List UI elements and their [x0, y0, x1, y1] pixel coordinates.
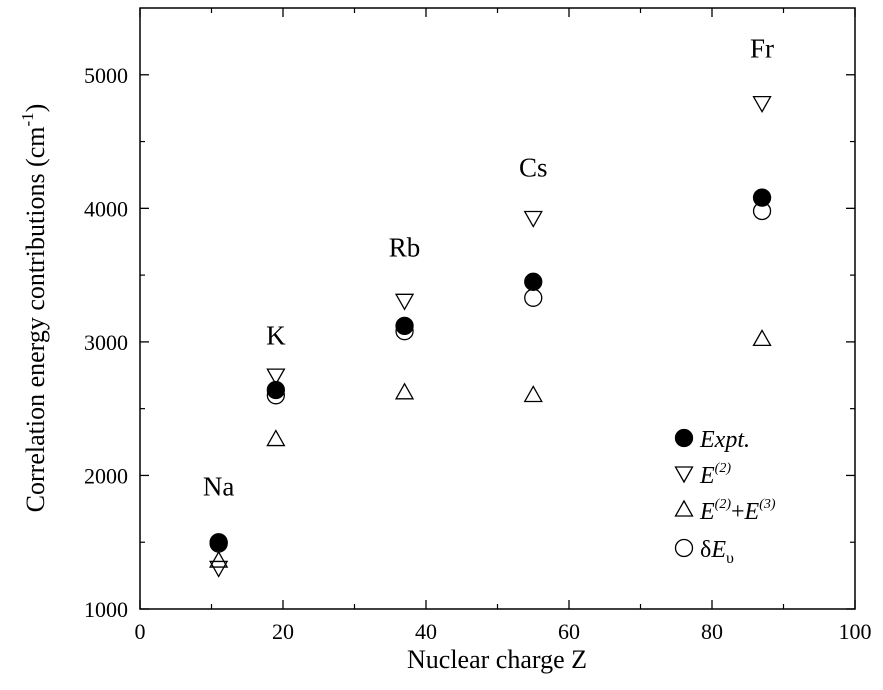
legend-item-expt: Expt. [674, 427, 750, 453]
legend-item-e2-plus-e3: E(2)+E(3) [674, 497, 776, 525]
legend-label-expt: Expt. [699, 427, 750, 453]
y-tick-label: 5000 [84, 63, 128, 88]
point-e2-plus-e3 [394, 382, 415, 400]
point-e2 [266, 368, 286, 386]
legend: Expt. E(2) E(2)+E(3) δEυ [674, 427, 776, 567]
point-delta-ev [752, 201, 772, 221]
point-delta-ev [266, 386, 286, 405]
y-axis-ticks [140, 74, 855, 610]
data-points [209, 96, 772, 578]
x-axis-title: Nuclear charge Z [407, 645, 587, 674]
point-e2 [523, 210, 543, 228]
point-e2-plus-e3 [209, 550, 229, 568]
series-up-triangle [209, 329, 772, 568]
legend-item-e2: E(2) [674, 461, 731, 489]
point-e2 [752, 96, 772, 113]
point-e2-plus-e3 [266, 429, 286, 447]
point-delta-ev [395, 322, 414, 341]
element-label: Fr [750, 33, 774, 63]
point-delta-ev [524, 288, 543, 307]
point-e2-plus-e3 [752, 329, 772, 347]
element-label: Rb [389, 232, 421, 262]
point-e2-plus-e3 [523, 385, 543, 403]
y-tick-label: 3000 [84, 330, 128, 355]
point-e2 [209, 560, 229, 578]
x-tick-label: 80 [701, 619, 723, 644]
point-expt [209, 533, 228, 552]
y-tick-label: 2000 [84, 463, 128, 488]
x-tick-label: 60 [558, 619, 580, 644]
y-axis-title-unit-exponent: -1 [18, 112, 37, 126]
x-axis-ticks [139, 8, 856, 609]
element-label: Cs [519, 152, 548, 182]
legend-marker-filled-circle [674, 428, 694, 448]
point-expt [524, 272, 543, 291]
legend-label-e2: E(2) [699, 461, 731, 489]
x-tick-label: 20 [272, 619, 294, 644]
y-tick-label: 4000 [84, 196, 128, 221]
y-axis-title: Correlation energy contributions (cm-1) [18, 104, 50, 513]
y-tick-label: 1000 [84, 597, 128, 622]
legend-marker-up-triangle [674, 499, 694, 517]
y-axis-title-tail: ) [21, 104, 50, 113]
y-axis-tick-labels: 1000 2000 3000 4000 5000 [84, 63, 128, 622]
x-tick-label: 0 [135, 619, 146, 644]
x-axis-tick-labels: 0 20 40 60 80 100 [135, 619, 872, 644]
series-filled-circle [209, 188, 772, 552]
legend-label-delta-ev: δEυ [700, 537, 734, 567]
point-delta-ev [209, 534, 228, 553]
point-e2 [394, 293, 415, 311]
element-label: K [266, 321, 286, 351]
element-annotations: Na K Rb Cs Fr [203, 33, 774, 501]
x-tick-label: 40 [415, 619, 437, 644]
legend-marker-down-triangle [674, 466, 694, 484]
series-open-circle [209, 201, 772, 553]
legend-label-e2-plus-e3: E(2)+E(3) [699, 497, 776, 525]
legend-marker-open-circle [674, 538, 694, 558]
legend-item-delta-ev: δEυ [674, 537, 734, 567]
point-expt [395, 316, 414, 336]
point-expt [266, 380, 286, 400]
element-label: Na [203, 471, 234, 501]
y-axis-title-main: Correlation energy contributions (cm [21, 127, 50, 513]
series-down-triangle [209, 96, 772, 578]
point-expt [752, 188, 772, 207]
x-tick-label: 100 [839, 619, 872, 644]
